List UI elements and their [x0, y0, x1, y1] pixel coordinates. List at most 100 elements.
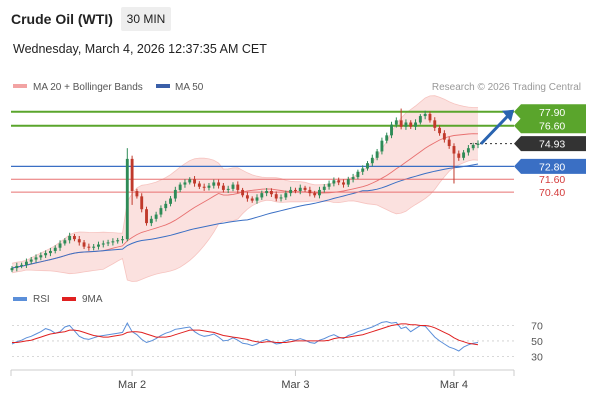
- candle-body: [351, 177, 355, 180]
- candle-body: [207, 185, 211, 188]
- credit-label: Research © 2026 Trading Central: [432, 82, 581, 93]
- instrument-title: Crude Oil (WTI): [11, 11, 113, 27]
- candle: [125, 148, 129, 242]
- candle: [15, 262, 19, 272]
- candle-body: [130, 158, 134, 191]
- bollinger-legend-label: MA 20 + Bollinger Bands: [33, 82, 143, 93]
- candle-body: [298, 187, 302, 191]
- candle: [226, 185, 230, 194]
- candle: [318, 186, 321, 199]
- candle-body: [399, 120, 403, 127]
- candle: [101, 240, 105, 248]
- candle-body: [313, 193, 317, 196]
- candle: [58, 240, 62, 251]
- candle-body: [442, 133, 446, 140]
- level-tag-resistance: [514, 104, 586, 120]
- candle: [24, 258, 28, 268]
- candle: [145, 206, 148, 226]
- candle-body: [77, 239, 81, 243]
- bollinger-legend-swatch: [13, 84, 27, 88]
- candle: [418, 114, 422, 125]
- candle-body: [438, 127, 442, 134]
- candle-body: [169, 198, 172, 204]
- candle-body: [428, 113, 432, 121]
- candle: [303, 185, 307, 192]
- candle: [438, 125, 442, 136]
- candle: [298, 184, 302, 195]
- candle: [221, 182, 225, 193]
- candle-body: [385, 135, 389, 141]
- candle-body: [34, 257, 38, 260]
- level-label-support: 71.60: [539, 174, 565, 186]
- candle: [63, 238, 67, 246]
- candle: [39, 252, 43, 261]
- candle: [231, 182, 235, 192]
- candle-body: [68, 235, 72, 241]
- ma50-line: [11, 163, 479, 269]
- candle: [149, 215, 153, 227]
- candle: [462, 150, 466, 161]
- candle-body: [274, 194, 278, 199]
- rsi-line: [11, 321, 479, 352]
- candle-body: [193, 179, 196, 184]
- candle-body: [452, 146, 456, 154]
- candle: [260, 190, 264, 200]
- candle-body: [48, 250, 52, 254]
- bollinger-upper-line: [11, 95, 478, 264]
- candle: [135, 188, 139, 199]
- candle: [183, 179, 187, 188]
- candle-body: [145, 209, 148, 224]
- candle: [313, 190, 317, 198]
- candle-body: [356, 171, 360, 178]
- candle: [476, 140, 480, 149]
- candle: [265, 187, 269, 197]
- level-label-resistance: 77.90: [539, 107, 565, 119]
- candle-body: [466, 148, 470, 153]
- candle-body: [241, 189, 245, 196]
- candle: [68, 232, 72, 244]
- candle: [442, 130, 446, 143]
- forecast-arrow-head: [502, 109, 514, 122]
- candle: [380, 137, 384, 155]
- candle-body: [265, 191, 269, 194]
- candle-body: [332, 180, 336, 184]
- candle-body: [159, 208, 163, 215]
- candle-body: [361, 168, 365, 172]
- candle-body: [73, 235, 76, 240]
- candle-body: [58, 243, 62, 248]
- candle-body: [471, 144, 475, 149]
- candle-body: [63, 240, 67, 244]
- candle: [236, 181, 240, 194]
- candle-body: [308, 189, 312, 194]
- level-label-resistance: 76.60: [539, 121, 565, 133]
- candle-body: [164, 203, 168, 209]
- candle-body: [140, 196, 144, 210]
- candle-body: [245, 195, 249, 199]
- rsi-tick-label: 70: [531, 320, 543, 332]
- timeframe-badge[interactable]: [121, 7, 171, 31]
- rsi-ma-legend-label: 9MA: [82, 294, 103, 305]
- candle-body: [39, 255, 43, 258]
- candle: [29, 256, 33, 265]
- rsi-tick-label: 30: [531, 351, 543, 363]
- candle-body: [197, 183, 201, 187]
- candle: [241, 187, 245, 198]
- candle: [212, 179, 216, 189]
- candle-body: [289, 189, 293, 194]
- candle: [97, 241, 100, 250]
- candle: [116, 237, 120, 244]
- candle-body: [44, 253, 48, 256]
- candle: [399, 108, 403, 130]
- candle: [346, 176, 350, 187]
- candle: [34, 254, 38, 263]
- candle-body: [183, 182, 187, 185]
- candle-body: [20, 264, 24, 266]
- rsi-legend-label: RSI: [33, 294, 50, 305]
- level-label-pivot: 72.80: [539, 161, 565, 173]
- candle: [428, 111, 432, 123]
- level-label-current: 74.93: [539, 139, 565, 151]
- candle: [159, 205, 163, 218]
- candle-body: [111, 241, 115, 243]
